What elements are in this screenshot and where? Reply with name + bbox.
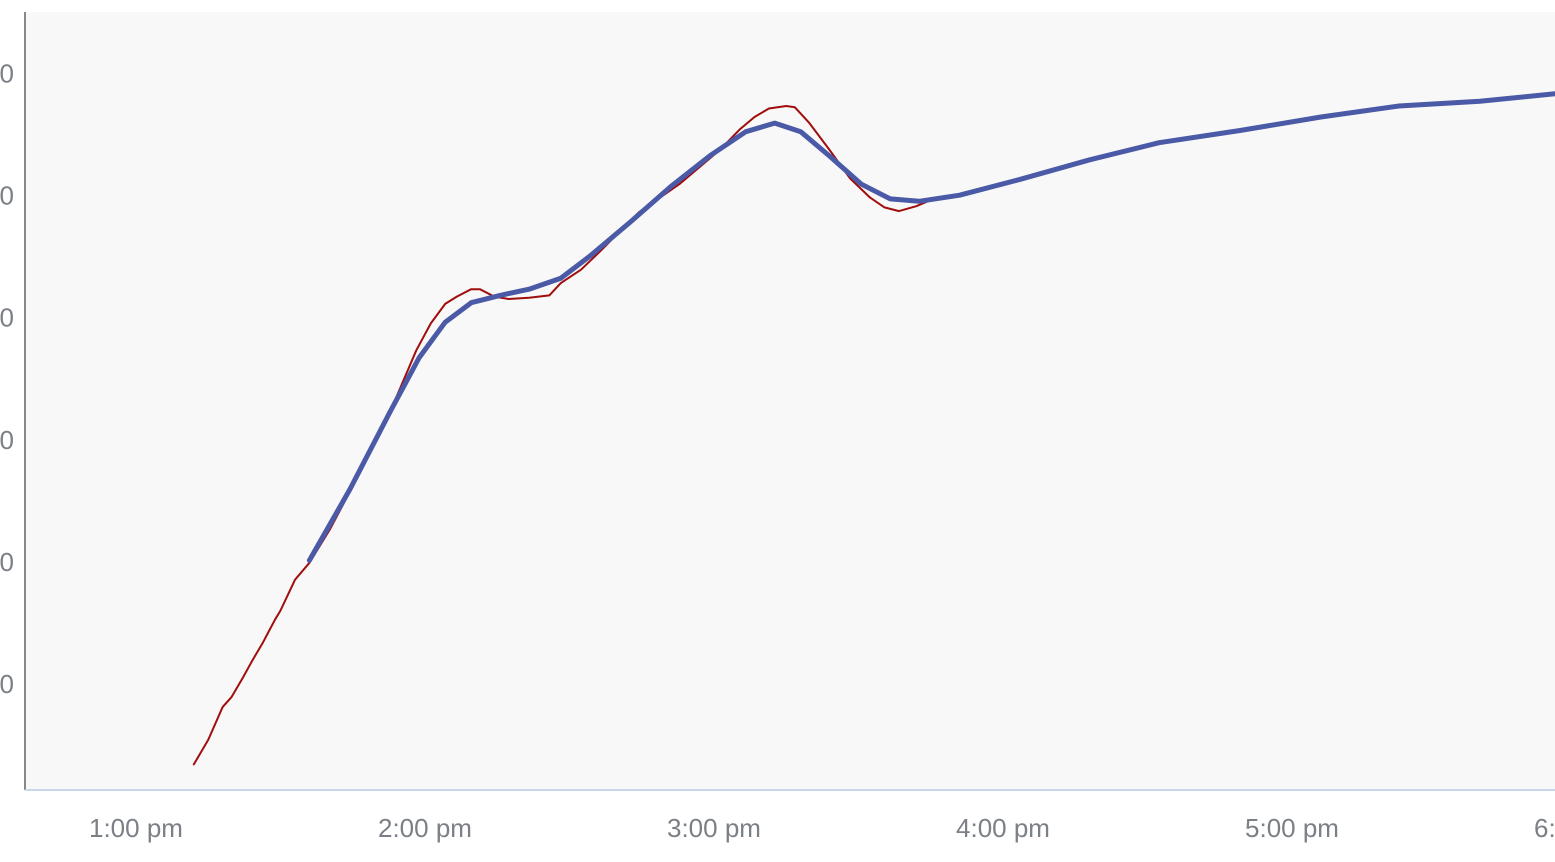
x-tick-label: 4:00 pm [956, 813, 1050, 843]
y-tick-label: 0 [0, 303, 14, 333]
y-tick-label: 0 [0, 669, 14, 699]
plot-background [25, 12, 1555, 790]
y-tick-label: 0 [0, 181, 14, 211]
x-tick-label: 6:00 pm [1534, 813, 1555, 843]
x-tick-label: 2:00 pm [378, 813, 472, 843]
x-tick-label: 3:00 pm [667, 813, 761, 843]
series-line [306, 91, 1555, 563]
x-tick-label: 5:00 pm [1245, 813, 1339, 843]
series-line [192, 105, 932, 766]
y-tick-label: 0 [0, 547, 14, 577]
y-tick-label: 0 [0, 425, 14, 455]
x-tick-label: 1:00 pm [89, 813, 183, 843]
y-tick-label: 0 [0, 58, 14, 88]
